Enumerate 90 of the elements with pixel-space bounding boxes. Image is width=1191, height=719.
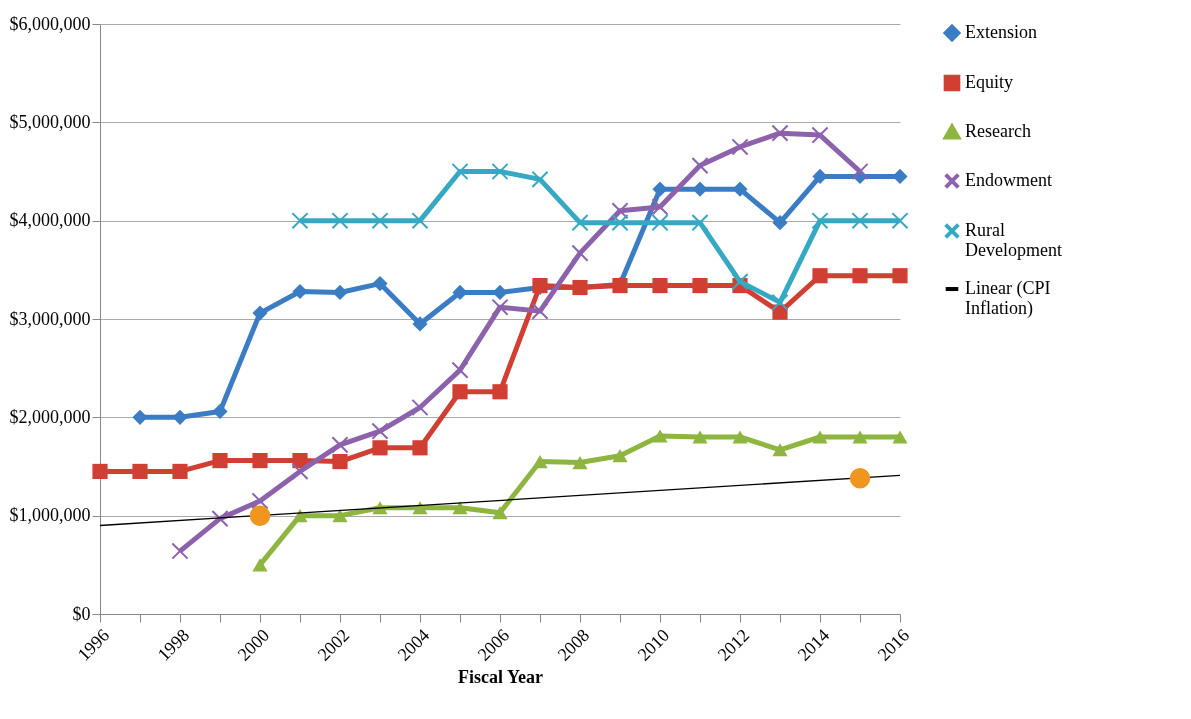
point [372, 276, 388, 292]
y-tick-label: $4,000,000 [9, 210, 91, 231]
legend-label: Linear (CPI Inflation) [965, 278, 1051, 319]
point [611, 202, 629, 220]
point [92, 463, 108, 479]
point [772, 443, 788, 457]
point [491, 162, 509, 181]
point [732, 430, 748, 444]
point [411, 398, 429, 417]
point [452, 384, 468, 400]
point [811, 126, 829, 144]
y-tick-label: $6,000,000 [9, 13, 91, 34]
point [412, 316, 428, 332]
point [451, 162, 469, 181]
point [172, 409, 188, 425]
point [249, 505, 271, 526]
point [252, 453, 268, 469]
point [771, 124, 789, 142]
point [692, 277, 708, 294]
point [892, 268, 908, 284]
point [411, 212, 429, 230]
legend-label: Endowment [965, 170, 1052, 190]
point [771, 293, 789, 311]
point [291, 462, 309, 480]
point [652, 429, 668, 443]
point [652, 277, 668, 294]
point [492, 384, 508, 400]
legend-label: Rural Development [965, 220, 1062, 260]
point [211, 510, 229, 528]
point [892, 430, 908, 444]
point [212, 403, 228, 420]
point [852, 268, 868, 284]
point [651, 198, 669, 216]
point [812, 268, 828, 284]
point [331, 436, 349, 454]
point [652, 181, 668, 197]
point [292, 283, 308, 300]
y-tick-label: $2,000,000 [9, 406, 91, 427]
point [531, 302, 549, 320]
point [691, 157, 709, 175]
point [851, 212, 869, 230]
x-axis-title: Fiscal Year [458, 666, 543, 687]
point [571, 214, 589, 232]
point [692, 181, 708, 197]
point [492, 506, 508, 520]
point [531, 170, 549, 188]
y-tick-label: $5,000,000 [9, 111, 91, 132]
point [132, 463, 148, 479]
point [731, 273, 749, 291]
point [849, 468, 871, 489]
point [212, 453, 228, 469]
point [371, 422, 389, 440]
point [851, 162, 869, 181]
point [451, 361, 469, 379]
point [332, 509, 348, 523]
point [332, 454, 348, 470]
point [331, 212, 349, 230]
point [571, 244, 589, 262]
point [132, 409, 148, 425]
point [731, 138, 749, 156]
point [691, 214, 709, 232]
point [572, 456, 588, 470]
point [172, 463, 188, 479]
point [611, 214, 629, 232]
point [772, 215, 788, 231]
point [332, 284, 348, 301]
point [252, 305, 268, 321]
point [692, 430, 708, 444]
y-tick-label: $0 [72, 603, 91, 624]
point [732, 181, 748, 197]
legend-label: Equity [965, 72, 1013, 92]
point [171, 542, 189, 560]
point [532, 455, 548, 469]
point [291, 212, 309, 230]
point [811, 212, 829, 230]
point [371, 212, 389, 230]
y-tick-label: $3,000,000 [9, 308, 91, 329]
legend-label: Extension [965, 22, 1037, 42]
point [251, 492, 269, 510]
point [372, 440, 388, 456]
point [412, 440, 428, 456]
point [891, 212, 909, 230]
legend-label: Research [965, 121, 1031, 141]
y-tick-label: $1,000,000 [9, 505, 91, 526]
point [491, 298, 509, 316]
point [812, 430, 828, 444]
point [651, 214, 669, 232]
point [252, 558, 268, 572]
point [852, 430, 868, 444]
point [612, 449, 628, 463]
